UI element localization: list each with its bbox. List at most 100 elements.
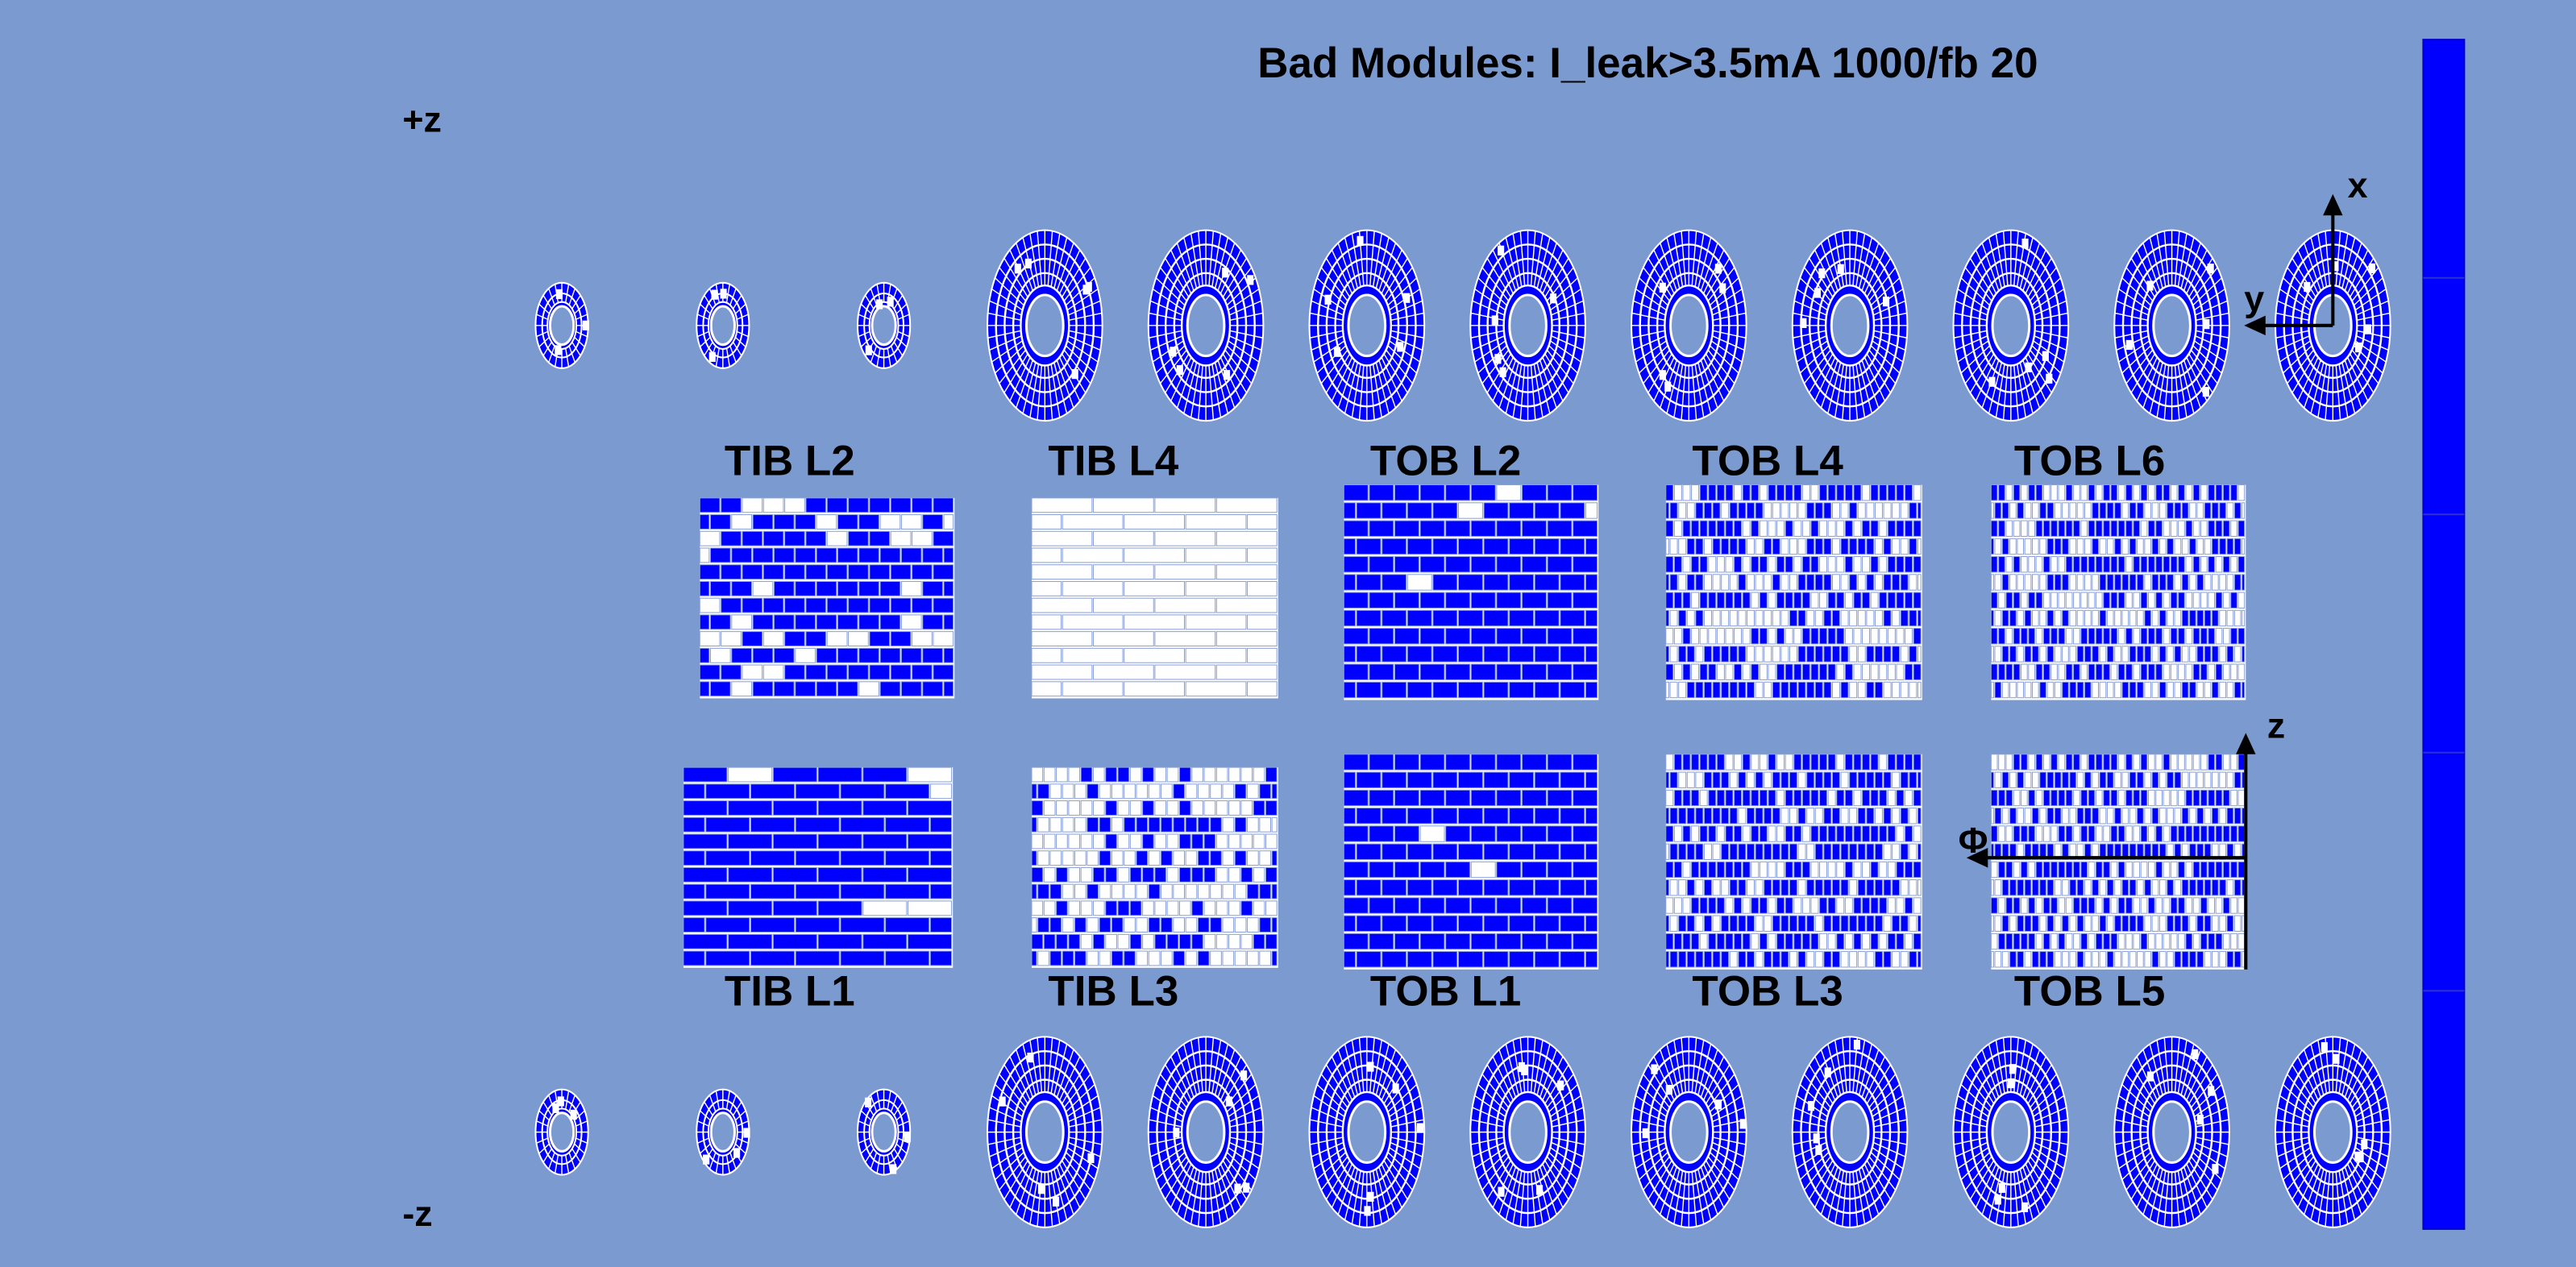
module (1768, 789, 1776, 807)
module (1665, 556, 1674, 573)
module (1673, 825, 1682, 842)
module (2042, 861, 2050, 879)
bad-module (2125, 339, 2133, 351)
module (2204, 502, 2212, 519)
disk-spoke (1536, 1169, 1551, 1221)
module (773, 580, 795, 596)
module (1099, 917, 1111, 933)
module (1457, 609, 1483, 627)
module (2178, 825, 2185, 842)
disk-spoke (1827, 1169, 1842, 1221)
module (2178, 861, 2185, 879)
module (1896, 520, 1905, 537)
module (1772, 538, 1780, 555)
module (1712, 879, 1721, 896)
module (2163, 933, 2171, 950)
module (817, 900, 862, 916)
module (1534, 808, 1560, 825)
module (1419, 933, 1445, 950)
module (1819, 825, 1828, 842)
module (1900, 574, 1909, 591)
disk-spoke (1548, 1151, 1578, 1181)
disk-spoke (893, 1101, 904, 1116)
module (1483, 951, 1509, 968)
module (1849, 502, 1858, 519)
module (2001, 771, 2009, 788)
module (1746, 538, 1755, 555)
module (2192, 825, 2200, 842)
module (1356, 538, 1381, 555)
module (1062, 883, 1074, 899)
disk-spoke (2177, 1170, 2188, 1224)
disk-spoke (2353, 1083, 2383, 1113)
module (2084, 502, 2092, 519)
module (1691, 663, 1700, 680)
module (2031, 502, 2039, 519)
module (2133, 484, 2141, 501)
module (1870, 663, 1879, 680)
module (1814, 951, 1823, 968)
disk-spoke (1387, 1151, 1418, 1181)
module (2058, 789, 2066, 807)
disk-spoke (1066, 1147, 1099, 1169)
module (1883, 771, 1892, 788)
disk (1791, 229, 1909, 422)
module (1496, 663, 1522, 680)
module (1712, 771, 1721, 788)
disk-spoke (1549, 1095, 1581, 1118)
module (1665, 843, 1669, 860)
disk-spoke (2349, 1160, 2374, 1200)
module (1247, 647, 1278, 663)
module (1265, 800, 1278, 816)
module (2208, 789, 2216, 807)
disk-spoke (1834, 233, 1845, 287)
disk-spoke (2338, 233, 2349, 287)
module (1746, 808, 1755, 825)
module (2046, 646, 2055, 663)
module (1166, 766, 1179, 783)
module (2192, 520, 2200, 537)
disk-hole (1024, 1100, 1065, 1164)
module (1836, 520, 1845, 537)
module (2069, 951, 2077, 968)
module (2073, 520, 2080, 537)
module (2148, 663, 2155, 680)
disk-spoke (1866, 1064, 1892, 1104)
module (1247, 783, 1259, 800)
module (900, 580, 922, 596)
disk-spoke (1309, 312, 1344, 322)
module (1356, 915, 1381, 932)
disk-spoke (1050, 363, 1061, 418)
module (2031, 574, 2039, 591)
module (1509, 808, 1535, 825)
module (1573, 520, 1598, 537)
module (1806, 951, 1815, 968)
module (1831, 538, 1840, 555)
disk-spoke (1009, 1056, 1031, 1101)
bad-module (1397, 342, 1404, 352)
disk-spoke (1799, 1151, 1830, 1181)
disk-spoke (2149, 237, 2163, 289)
module (933, 631, 954, 647)
module (2215, 861, 2223, 879)
module (2151, 951, 2159, 968)
module (1691, 628, 1700, 645)
bad-module (2354, 1151, 2362, 1162)
module (805, 564, 827, 580)
module (762, 564, 784, 580)
module (1814, 502, 1823, 519)
module (1124, 850, 1136, 866)
disk-spoke (1842, 364, 1847, 421)
disk-spoke (1029, 1040, 1040, 1094)
module (1215, 833, 1228, 850)
disk-spoke (725, 1154, 730, 1174)
module (1496, 556, 1522, 573)
module (1836, 556, 1845, 573)
module (2024, 808, 2032, 825)
module (1695, 538, 1704, 555)
module (1686, 574, 1695, 591)
disk-spoke (2196, 1136, 2229, 1145)
disk-spoke (1226, 1151, 1257, 1181)
disk-spoke (2030, 1074, 2057, 1108)
module (2009, 771, 2017, 788)
